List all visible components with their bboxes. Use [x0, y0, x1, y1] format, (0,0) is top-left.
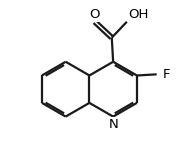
Text: O: O — [90, 8, 100, 21]
Text: N: N — [108, 118, 118, 131]
Text: OH: OH — [128, 8, 149, 21]
Text: F: F — [163, 68, 170, 81]
